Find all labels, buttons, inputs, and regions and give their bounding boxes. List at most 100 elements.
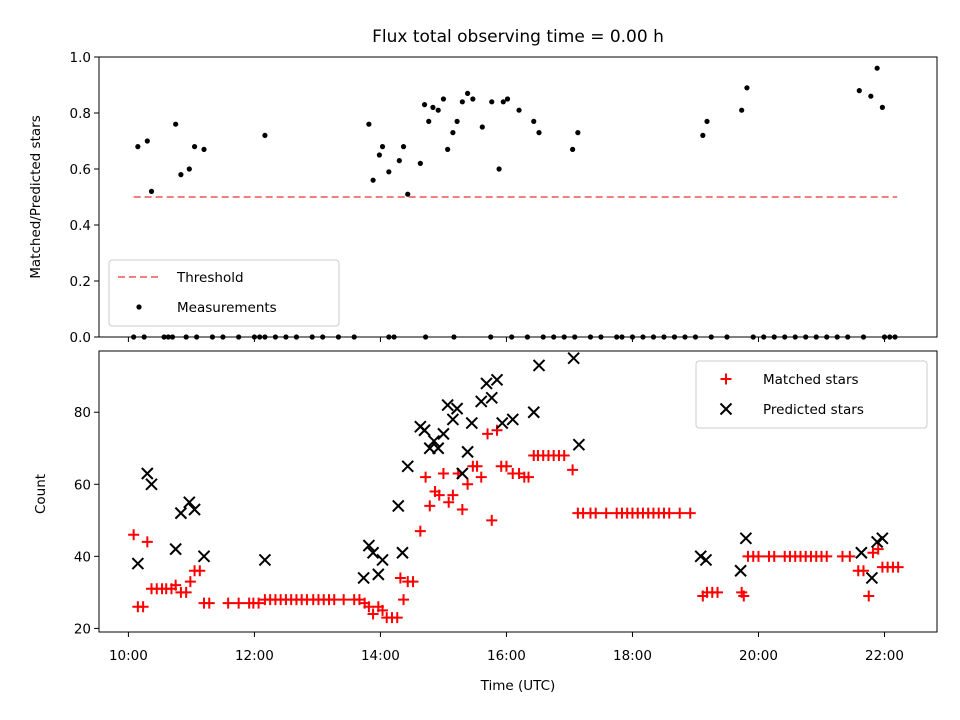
- measurement-point: [421, 102, 428, 108]
- predicted-star-point: [465, 416, 479, 430]
- bottom-axes-frame: [98, 350, 938, 633]
- measurement-point: [496, 166, 502, 172]
- matched-star-point: [128, 529, 140, 541]
- legend-predicted-marker: [719, 402, 733, 416]
- matched-star-point: [194, 565, 206, 577]
- legend-threshold-label: Threshold: [176, 270, 244, 286]
- predicted-star-point: [855, 546, 868, 559]
- measurement-point: [173, 121, 179, 127]
- measurement-point: [459, 99, 465, 105]
- predicted-star-point: [362, 539, 376, 552]
- top-legend: Threshold Measurements: [108, 259, 340, 327]
- matched-star-point: [424, 500, 436, 512]
- measurement-point: [366, 121, 372, 127]
- matched-star-point: [892, 561, 904, 573]
- x-axis-label: Time (UTC): [480, 678, 556, 694]
- measurement-point: [868, 93, 874, 99]
- measurement-point: [379, 144, 386, 150]
- measurement-point: [454, 118, 460, 124]
- top-tick-layer: 0.0 0.2 0.4 0.6 0.8 1.0: [70, 50, 885, 346]
- measurement-point: [489, 99, 495, 105]
- predicted-star-point: [532, 359, 546, 372]
- matched-star-point: [377, 604, 389, 616]
- predicted-star-point: [567, 351, 580, 365]
- bottom-legend: Matched stars Predicted stars: [695, 360, 928, 429]
- legend-predicted-label: Predicted stars: [763, 402, 864, 418]
- matched-star-point: [184, 576, 196, 588]
- measurement-point: [516, 107, 522, 113]
- matched-star-point: [863, 590, 875, 602]
- measurement-point: [450, 130, 456, 136]
- matched-star-point: [391, 612, 403, 624]
- measurement-point: [445, 146, 451, 152]
- matched-star-point: [367, 608, 379, 620]
- measurement-point: [570, 146, 576, 152]
- measurement-point: [531, 118, 537, 124]
- predicted-star-point: [418, 424, 431, 437]
- bottom-x-tick-label: 12:00: [235, 648, 274, 664]
- predicted-star-point: [372, 568, 385, 581]
- matched-star-point: [363, 601, 375, 613]
- matched-star-point: [222, 597, 234, 609]
- matched-star-point: [456, 504, 468, 516]
- measurement-point: [856, 88, 862, 94]
- predicted-star-point: [441, 398, 454, 412]
- measurement-point: [396, 158, 402, 164]
- matched-star-point: [500, 460, 512, 472]
- predicted-star-point: [183, 496, 196, 509]
- predicted-star-point: [258, 553, 272, 567]
- matched-star-point: [420, 471, 432, 483]
- top-y-axis-label: Matched/Predicted stars: [28, 115, 44, 278]
- bottom-axes: 20 40 60 80 10:00 12:00 14:00 16:00 18:00 20:00 22…: [33, 350, 938, 694]
- predicted-star-point: [437, 427, 450, 441]
- predicted-star-point: [427, 434, 441, 448]
- predicted-star-point: [485, 391, 498, 405]
- measurement-point: [739, 107, 745, 113]
- legend-predicted-swatch: [719, 402, 733, 416]
- measurement-point: [435, 107, 441, 113]
- predicted-star-point: [174, 506, 188, 520]
- measurement-point: [178, 172, 184, 178]
- bottom-x-tick-label: 18:00: [613, 648, 652, 664]
- measurement-point: [430, 104, 436, 110]
- top-y-tick-label: 0.8: [70, 106, 91, 122]
- measurement-point: [470, 96, 476, 102]
- predicted-star-point: [461, 445, 474, 459]
- predicted-star-point: [366, 546, 380, 559]
- measurement-point: [464, 90, 471, 96]
- matched-star-point: [253, 597, 265, 609]
- matched-star-point: [752, 550, 764, 562]
- predicted-star-point: [392, 499, 405, 513]
- bottom-tick-layer: 20 40 60 80 10:00 12:00 14:00 16:00 18:00 20:00 22…: [74, 405, 904, 664]
- predicted-star-point: [699, 553, 713, 567]
- predicted-star-point: [475, 395, 488, 408]
- predicted-star-point: [506, 413, 519, 426]
- legend-measurements-swatch: [136, 304, 142, 310]
- matched-star-point: [590, 507, 602, 519]
- measurement-point: [148, 188, 155, 194]
- predicted-star-point: [141, 467, 154, 480]
- measurement-point: [405, 191, 411, 197]
- matched-star-point: [844, 550, 856, 562]
- matched-star-point: [447, 489, 459, 501]
- measurement-point: [370, 177, 376, 183]
- measurement-point: [191, 144, 198, 150]
- predicted-star-point: [145, 478, 158, 491]
- matched-star-point: [233, 597, 245, 609]
- legend-matched-label: Matched stars: [763, 372, 859, 388]
- top-y-tick-label: 0.2: [70, 274, 91, 290]
- matched-star-point: [482, 428, 494, 440]
- measurement-point: [536, 130, 542, 136]
- measurement-point: [879, 104, 885, 110]
- matched-star-point: [170, 579, 182, 591]
- predicted-star-point: [396, 546, 409, 559]
- measurement-point: [376, 152, 382, 158]
- measurement-point: [504, 96, 511, 102]
- measurement-point: [135, 144, 141, 150]
- matched-star-point: [486, 514, 498, 526]
- top-y-tick-label: 0.0: [70, 330, 91, 346]
- bottom-x-tick-label: 14:00: [361, 648, 400, 664]
- matched-star-point: [684, 507, 696, 519]
